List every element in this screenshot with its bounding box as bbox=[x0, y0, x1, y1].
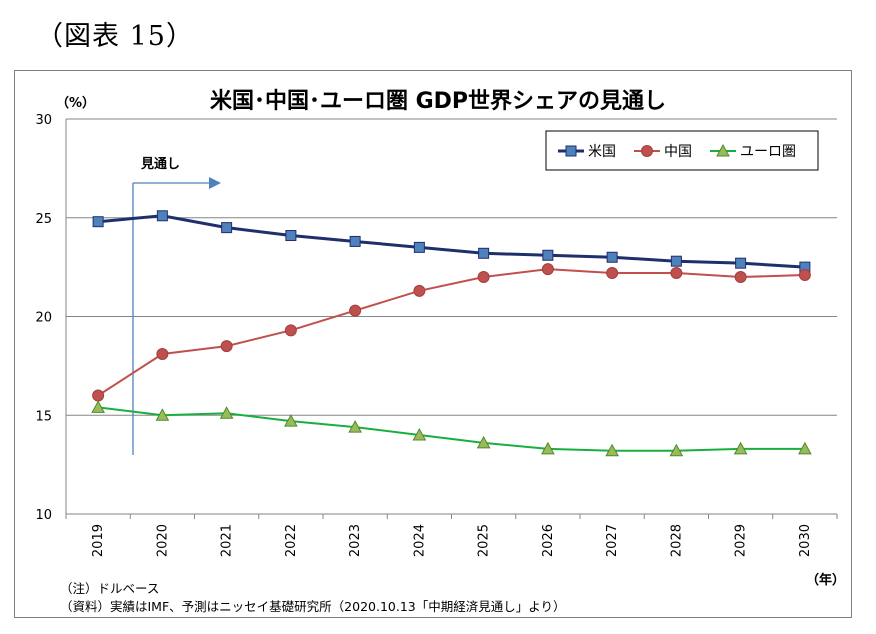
series-layer bbox=[91, 210, 812, 457]
data-point-square bbox=[478, 247, 490, 259]
chart-title: 米国･中国･ユーロ圏 GDP世界シェアの見通し bbox=[210, 89, 666, 114]
forecast-arrow-head bbox=[209, 177, 221, 189]
data-point-circle bbox=[606, 267, 619, 280]
data-point-triangle bbox=[412, 427, 427, 441]
chart-frame bbox=[14, 70, 852, 618]
data-point-square bbox=[349, 235, 361, 247]
x-tick-label: 2029 bbox=[734, 524, 749, 557]
data-point-circle bbox=[156, 348, 169, 361]
series-0 bbox=[92, 210, 811, 273]
data-point-triangle bbox=[476, 435, 491, 449]
x-tick-label: 2022 bbox=[284, 524, 299, 557]
x-axis-unit: （年） bbox=[806, 572, 845, 588]
gridlines bbox=[66, 118, 837, 515]
data-point-circle bbox=[349, 304, 362, 317]
y-tick-label: 25 bbox=[35, 212, 52, 227]
x-tick-label: 2027 bbox=[605, 524, 620, 557]
x-tick-label: 2028 bbox=[669, 524, 684, 557]
data-point-square bbox=[413, 241, 425, 253]
forecast-annotation: 見通し bbox=[132, 156, 221, 455]
x-tick-label: 2021 bbox=[220, 524, 235, 557]
data-point-square bbox=[735, 257, 747, 269]
data-point-circle bbox=[477, 271, 490, 283]
x-tick-label: 2019 bbox=[91, 524, 106, 557]
data-point-square bbox=[565, 145, 577, 157]
data-point-triangle bbox=[605, 443, 619, 457]
legend-label: ユーロ圏 bbox=[740, 144, 796, 160]
data-point-circle bbox=[92, 389, 105, 402]
data-point-triangle bbox=[155, 408, 170, 421]
data-point-square bbox=[221, 222, 233, 234]
legend-box bbox=[545, 130, 819, 171]
data-point-circle bbox=[798, 269, 811, 282]
data-point-triangle bbox=[733, 441, 748, 455]
data-point-circle bbox=[284, 324, 297, 337]
data-point-square bbox=[670, 255, 682, 267]
data-point-circle bbox=[413, 284, 426, 297]
data-point-triangle bbox=[284, 414, 298, 427]
data-point-square bbox=[285, 230, 297, 242]
legend-label: 中国 bbox=[664, 144, 692, 160]
x-tick-label: 2024 bbox=[412, 524, 427, 557]
data-point-triangle bbox=[91, 400, 105, 413]
legend: 米国 中国 ユーロ圏 bbox=[545, 130, 819, 171]
x-tick-label: 2030 bbox=[798, 524, 813, 557]
y-tick-label: 10 bbox=[35, 508, 52, 523]
source-text: （資料）実績はIMF、予測はニッセイ基礎研究所（2020.10.13「中期経済見… bbox=[60, 599, 566, 614]
data-point-triangle bbox=[348, 420, 362, 433]
forecast-label: 見通し bbox=[140, 156, 180, 172]
data-point-triangle bbox=[219, 406, 234, 419]
data-point-square bbox=[92, 216, 104, 228]
y-tick-label: 15 bbox=[35, 409, 52, 424]
x-tick-label: 2023 bbox=[348, 524, 363, 557]
y-axis-unit: （%） bbox=[56, 95, 95, 111]
series-line bbox=[97, 214, 805, 269]
series-2 bbox=[91, 400, 812, 457]
data-point-triangle bbox=[716, 143, 730, 157]
y-tick-label: 30 bbox=[35, 113, 52, 128]
data-point-triangle bbox=[669, 443, 684, 457]
data-point-square bbox=[542, 249, 554, 261]
data-point-circle bbox=[734, 271, 747, 283]
x-tick-label: 2020 bbox=[155, 524, 170, 557]
data-point-circle bbox=[220, 340, 233, 353]
y-tick-label: 20 bbox=[35, 311, 52, 326]
data-point-square bbox=[606, 251, 618, 263]
data-point-square bbox=[156, 210, 168, 222]
data-point-circle bbox=[641, 145, 653, 157]
figure-label: （図表 15） bbox=[36, 21, 194, 52]
data-point-circle bbox=[541, 263, 554, 276]
x-tick-label: 2026 bbox=[541, 524, 556, 557]
note-text: （注）ドルベース bbox=[60, 581, 160, 596]
legend-label: 米国 bbox=[588, 144, 616, 160]
data-point-circle bbox=[670, 267, 683, 280]
data-point-triangle bbox=[798, 441, 812, 455]
series-line bbox=[97, 268, 805, 397]
series-line bbox=[98, 406, 805, 452]
series-1 bbox=[92, 263, 811, 402]
data-point-triangle bbox=[541, 441, 555, 455]
x-tick-label: 2025 bbox=[477, 524, 492, 557]
